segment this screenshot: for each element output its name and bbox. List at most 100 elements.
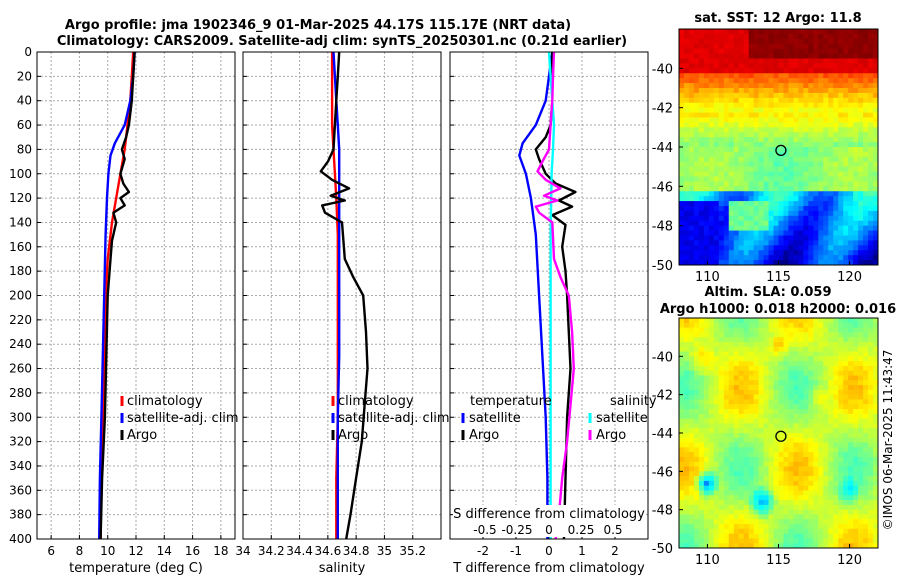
sla_map-cell [738, 337, 745, 343]
sla_map-cell [848, 495, 854, 501]
sla_map-cell [738, 442, 745, 448]
sla_map-cell [763, 365, 770, 372]
sla_map-cell [823, 504, 829, 511]
sla_map-cell [683, 490, 690, 496]
sst_map-cell [698, 235, 705, 242]
sla_map-cell [828, 485, 834, 492]
sla_map-cell [693, 528, 700, 535]
sst_map-cell [778, 117, 785, 124]
sst_map-cell [808, 240, 814, 246]
sla_map-cell [848, 519, 854, 525]
sst_map-cell [793, 215, 799, 222]
sla_map-cell [868, 533, 874, 540]
sla_map-cell [783, 327, 790, 333]
sla_map-cell [848, 375, 854, 381]
sst_map-cell [688, 250, 695, 256]
sst_map-cell [753, 68, 760, 74]
sla_map-cell [838, 399, 844, 405]
sst_map-cell [738, 181, 745, 187]
sla_map-cell [838, 356, 844, 362]
sst_map-cell [738, 220, 745, 227]
sla_map-cell [818, 370, 824, 377]
depth-tick-label: 320 [9, 435, 32, 449]
sla_map-cell [748, 543, 755, 548]
sst_map-cell [718, 38, 725, 45]
sla_map-cell [843, 413, 849, 420]
sst_map-cell [773, 250, 780, 256]
sla_map-cell [838, 380, 844, 386]
sla_map-cell [733, 413, 740, 420]
sla_map-cell [803, 480, 809, 487]
sla_map-cell [738, 490, 745, 496]
sst_map-cell [838, 107, 844, 114]
sst_map-cell [733, 122, 740, 128]
sla_map-cell [863, 461, 869, 468]
sst_map-cell [693, 53, 700, 60]
difference-s-tick-label: -0.25 [501, 523, 532, 537]
sst_map-cell [688, 176, 695, 183]
sla_map-cell [818, 327, 824, 333]
sla_map-cell [848, 356, 854, 362]
sla_map-cell [713, 375, 720, 381]
sst_map-cell [873, 225, 878, 232]
sst_map-cell [768, 107, 775, 114]
sla_map-cell [783, 514, 790, 520]
sla_map-cell [868, 365, 874, 372]
sla_map-cell [863, 375, 869, 381]
sst_map-cell [793, 176, 799, 183]
sla_map-cell [708, 318, 715, 324]
sla_map-cell [773, 480, 780, 487]
sla_map-cell [858, 356, 864, 362]
sst_map-cell [718, 112, 725, 119]
sla_map-cell [778, 476, 785, 482]
sst_map-cell [693, 38, 700, 45]
sla_map-cell [758, 356, 765, 362]
sla_map-cell [748, 456, 755, 463]
sla_map-cell [858, 514, 864, 520]
sst_map-cell [683, 48, 690, 55]
sst_map-cell [848, 191, 854, 197]
sst_map-cell [788, 245, 795, 251]
sst_map-cell [858, 215, 864, 222]
sla_map-cell [838, 361, 844, 367]
sst_map-cell [858, 255, 864, 261]
sst_map-cell [873, 142, 878, 148]
sla_map-cell [723, 394, 730, 401]
sla_map-cell [798, 524, 804, 530]
sla_map-cell [843, 409, 849, 415]
sst_map-cell [798, 181, 804, 187]
sla_map-cell [723, 461, 730, 468]
sst_map-cell [858, 156, 864, 163]
sst_map-cell [718, 161, 725, 168]
sla_map-cell [773, 456, 780, 463]
sst_map-cell [703, 53, 710, 60]
sst_map-cell [738, 68, 745, 74]
sst_map-cell [843, 29, 849, 35]
sst_map-cell [818, 215, 824, 222]
sla_map-cell [828, 461, 834, 468]
sla_map-cell [873, 351, 878, 357]
sla_map-cell [768, 519, 775, 525]
sst_map-cell [798, 127, 804, 133]
sst_map-cell [743, 235, 750, 242]
sla_map-cell [723, 538, 730, 544]
sst_map-cell [778, 48, 785, 55]
sla_map-cell [698, 322, 705, 329]
sla_map-cell [793, 485, 799, 492]
sst_map-cell [688, 53, 695, 60]
sst_map-cell [728, 102, 735, 109]
sst_map-cell [838, 58, 844, 65]
sst_map-cell [753, 260, 760, 265]
sla_map-cell [843, 351, 849, 357]
sla_map-cell [768, 471, 775, 477]
sla_map-cell [688, 528, 695, 535]
sst_map-cell [738, 255, 745, 261]
sst_map-cell [778, 206, 785, 212]
sst_map-cell [688, 206, 695, 212]
sla_map-cell [763, 423, 770, 429]
sst_map-cell [803, 58, 809, 65]
sla_map-cell [688, 318, 695, 324]
sla_map-cell [688, 514, 695, 520]
sst_map-cell [758, 161, 765, 168]
sla_map-cell [698, 524, 705, 530]
